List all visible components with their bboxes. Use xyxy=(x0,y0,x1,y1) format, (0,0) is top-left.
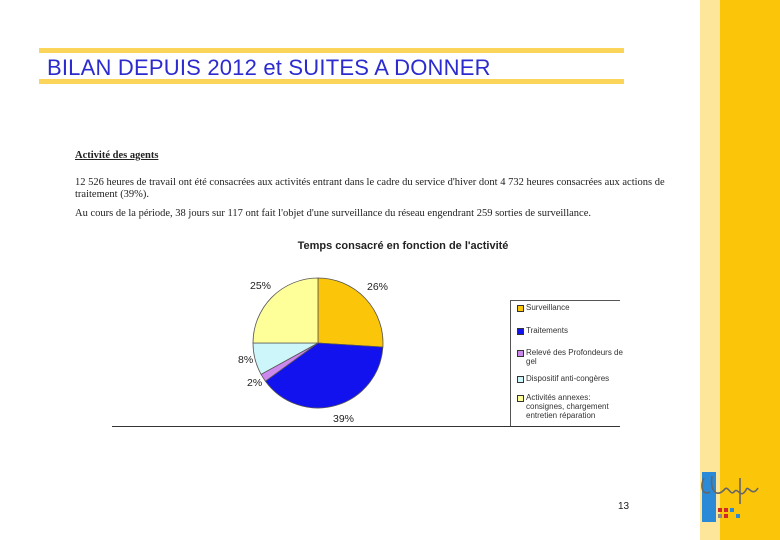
logo-grey-square xyxy=(718,514,722,518)
legend-swatch xyxy=(517,328,524,335)
slice-label-releve: 2% xyxy=(247,377,263,389)
pie-chart xyxy=(252,277,384,409)
slide-title: BILAN DEPUIS 2012 et SUITES A DONNER xyxy=(47,55,491,80)
logo-blue-square xyxy=(730,508,734,512)
legend-label: Relevé des Profondeurs de gel xyxy=(526,348,623,366)
slice-label-annexes: 25% xyxy=(250,280,272,292)
legend-label: Surveillance xyxy=(526,303,570,312)
side-band-dark xyxy=(720,0,780,540)
page-number: 13 xyxy=(618,501,630,512)
chart-baseline xyxy=(112,426,620,427)
legend-label: Traitements xyxy=(526,326,568,335)
cnfpt-logo xyxy=(701,472,759,522)
slice-annexes xyxy=(252,277,319,344)
legend-top-border xyxy=(510,300,620,301)
slice-label-anticongeres: 8% xyxy=(238,354,254,366)
legend-swatch xyxy=(517,376,524,383)
side-band-light xyxy=(700,0,720,540)
logo-blue-square xyxy=(736,514,740,518)
legend-swatch xyxy=(517,395,524,402)
document-excerpt: Activité des agents 12 526 heures de tra… xyxy=(75,150,675,227)
document-heading: Activité des agents xyxy=(75,150,159,161)
slice-traitements xyxy=(264,342,384,409)
logo-red-square xyxy=(724,514,728,518)
legend-label: Activités annexes: consignes, chargement… xyxy=(526,393,609,420)
document-paragraph-1: 12 526 heures de travail ont été consacr… xyxy=(75,177,665,200)
legend-swatch xyxy=(517,350,524,357)
slice-label-traitements: 39% xyxy=(333,413,355,425)
chart-title-wrap: Temps consacré en fonction de l'activité xyxy=(0,240,780,252)
document-paragraph-2: Au cours de la période, 38 jours sur 117… xyxy=(75,208,591,219)
legend-swatch xyxy=(517,305,524,312)
logo-red-square xyxy=(724,508,728,512)
legend-label: Dispositif anti-congères xyxy=(526,374,610,383)
slice-label-surveillance: 26% xyxy=(367,281,389,293)
chart-legend: Surveillance Traitements Relevé des Prof… xyxy=(510,300,623,426)
chart-title: Temps consacré en fonction de l'activité xyxy=(297,240,509,252)
logo-red-square xyxy=(718,508,722,512)
title-frame xyxy=(39,48,624,84)
slice-surveillance xyxy=(317,277,384,348)
logo-script-mark xyxy=(701,475,759,504)
